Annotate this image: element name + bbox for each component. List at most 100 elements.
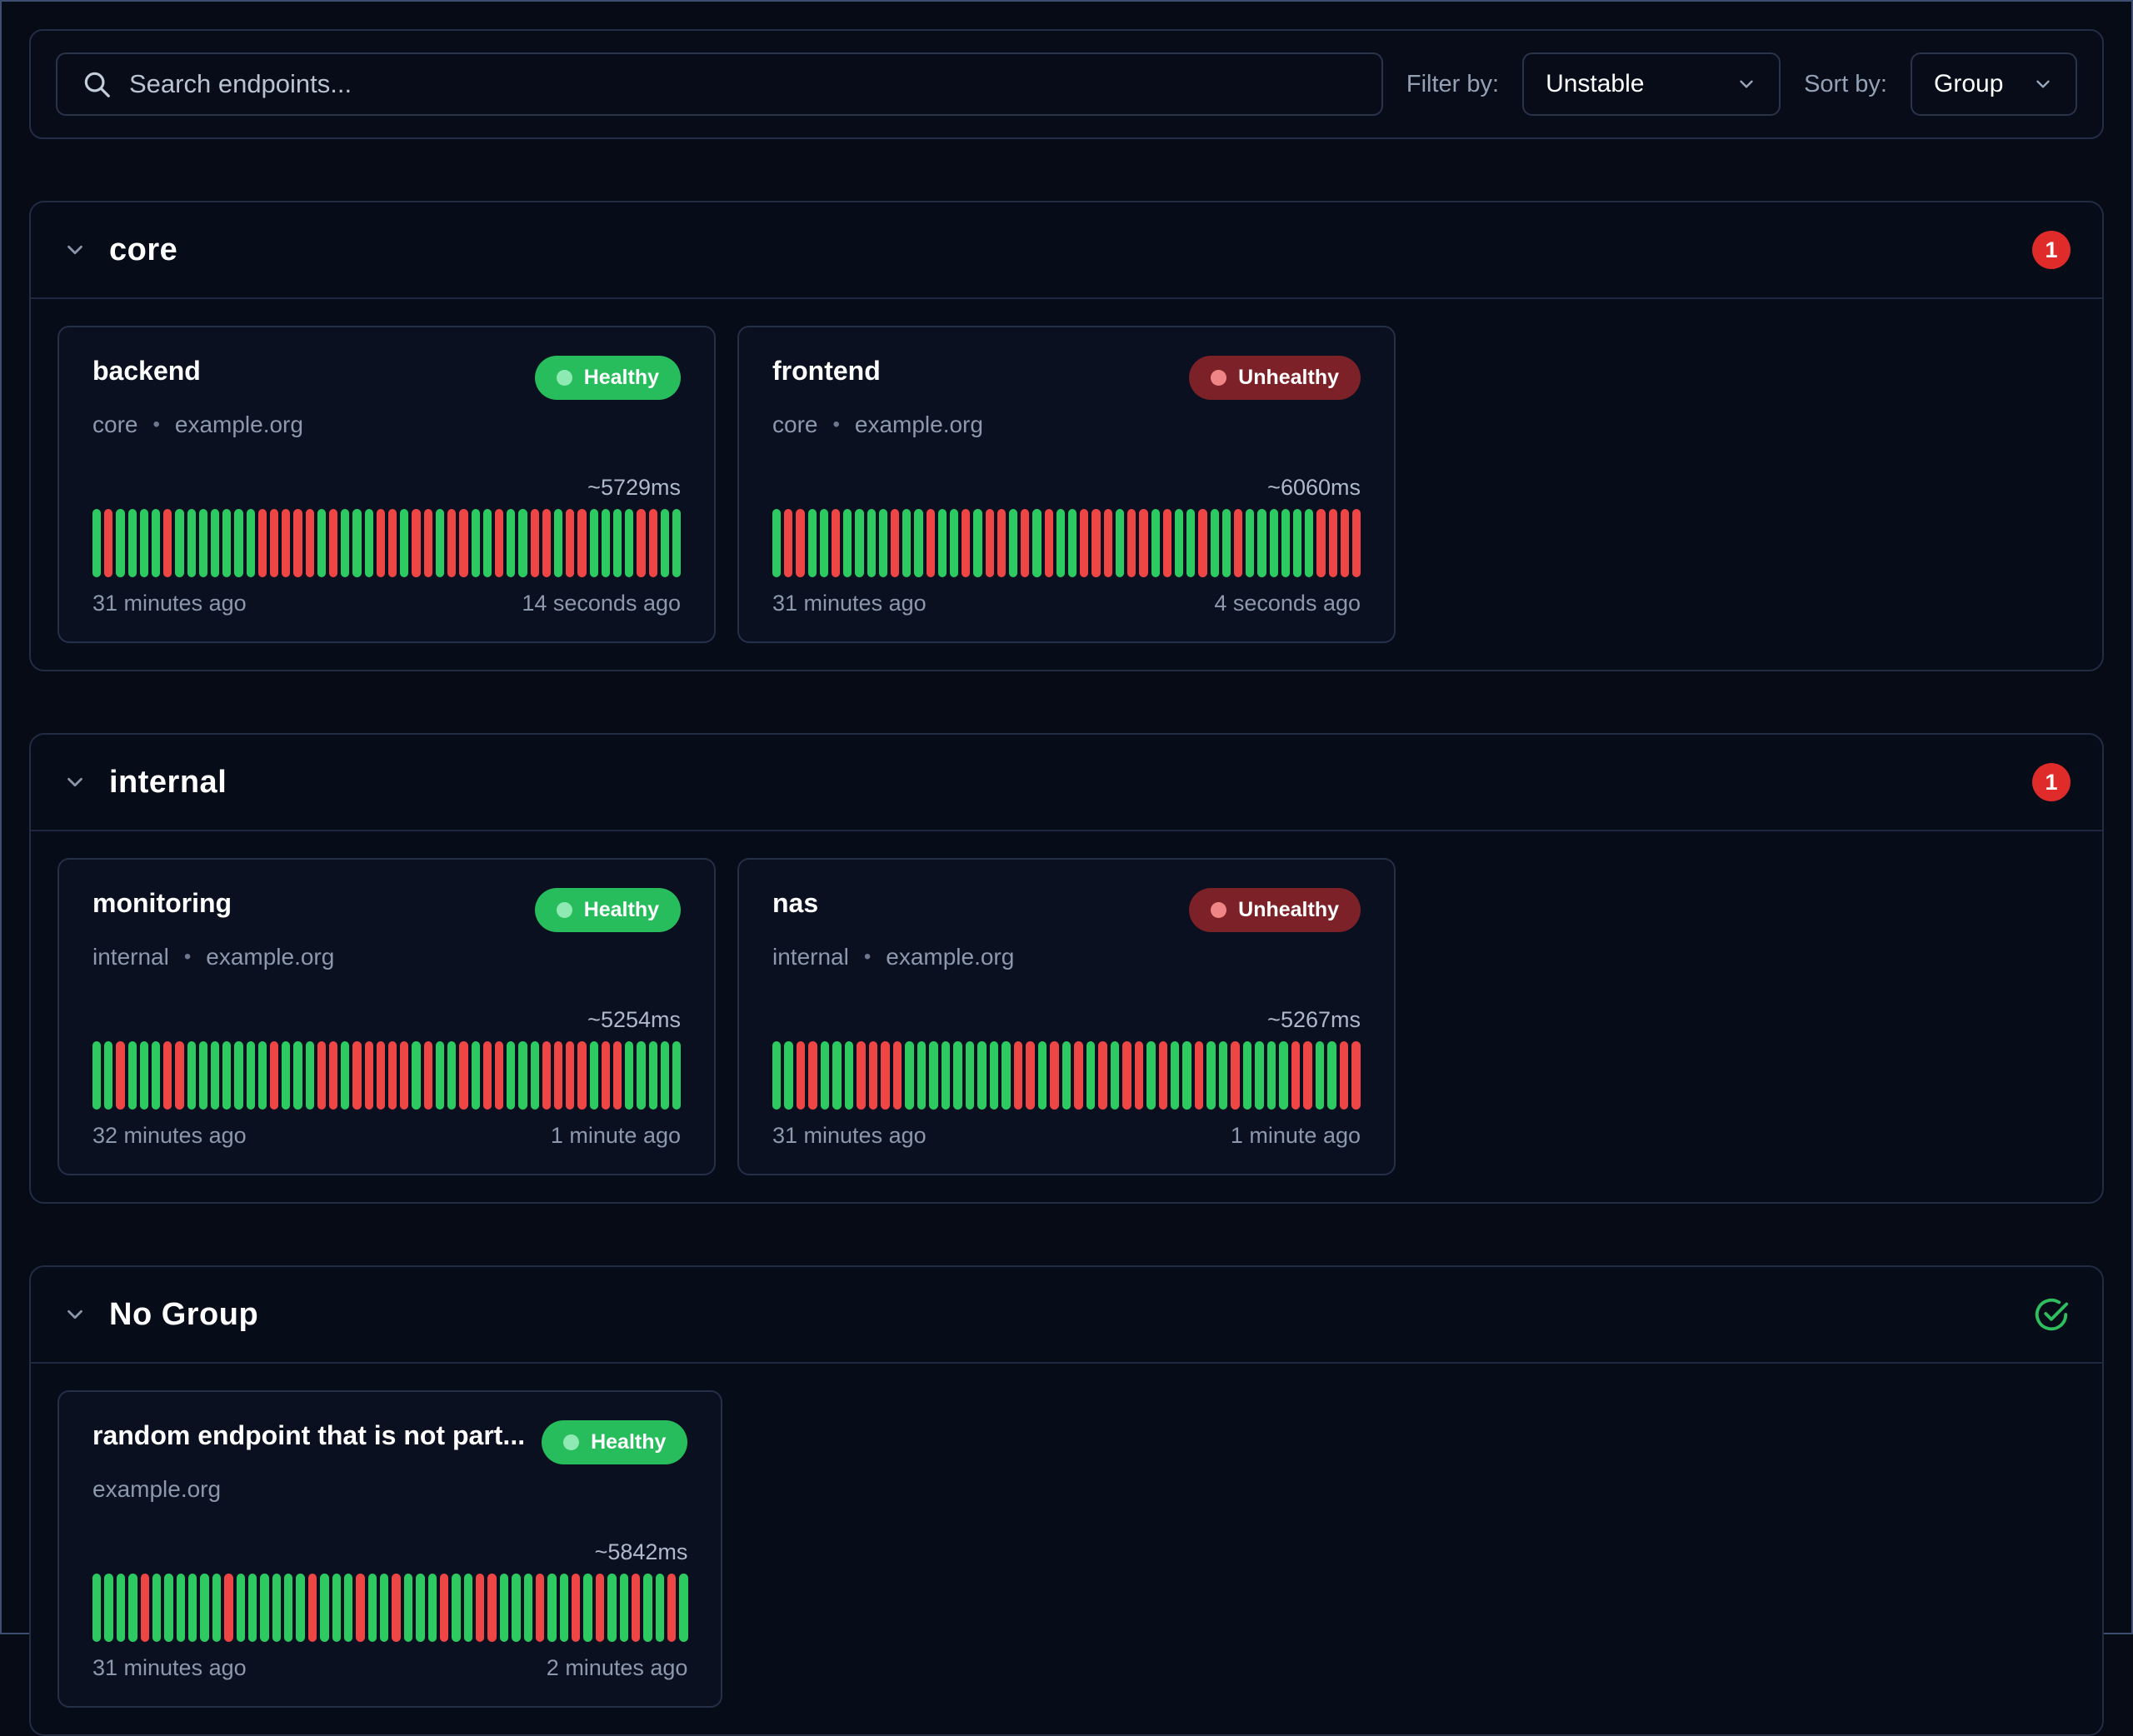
uptime-tick: [380, 1574, 389, 1642]
uptime-tick: [1170, 1041, 1180, 1110]
uptime-tick: [1062, 1041, 1071, 1110]
uptime-tick: [1026, 1041, 1035, 1110]
group-section: internal 1 monitoring Healthy internal • ex…: [29, 733, 2104, 1204]
uptime-tick: [104, 1041, 113, 1110]
uptime-tick: [891, 509, 900, 577]
uptime-tick: [807, 509, 817, 577]
uptime-tick: [595, 1574, 605, 1642]
uptime-tick: [1291, 1041, 1301, 1110]
group-unhealthy-count-badge: 1: [2032, 231, 2071, 269]
uptime-tick: [589, 509, 598, 577]
uptime-tick: [1044, 509, 1053, 577]
uptime-tick: [152, 1574, 162, 1642]
group-header[interactable]: internal 1: [31, 735, 2102, 830]
endpoint-card[interactable]: nas Unhealthy internal • example.org ~5267…: [737, 858, 1396, 1175]
uptime-tick: [566, 1041, 575, 1110]
uptime-tick: [305, 509, 314, 577]
endpoint-host: example.org: [854, 412, 983, 437]
uptime-tick: [260, 1574, 269, 1642]
uptime-tick: [926, 509, 935, 577]
uptime-tick: [1127, 509, 1136, 577]
uptime-tick: [1086, 1041, 1096, 1110]
uptime-tick: [152, 1041, 161, 1110]
uptime-tick: [1281, 509, 1290, 577]
uptime-tick: [832, 1041, 842, 1110]
uptime-tick: [364, 1041, 373, 1110]
uptime-tick: [320, 1574, 329, 1642]
uptime-tick: [471, 1041, 480, 1110]
uptime-tick: [637, 1041, 646, 1110]
uptime-tick: [482, 1041, 492, 1110]
group-all-healthy-icon: [2035, 1298, 2069, 1331]
oldest-check-time: 31 minutes ago: [772, 1123, 927, 1148]
sort-by-label: Sort by:: [1804, 70, 1887, 97]
oldest-check-time: 32 minutes ago: [92, 1123, 247, 1148]
uptime-tick: [482, 509, 492, 577]
search-box[interactable]: [56, 52, 1383, 116]
uptime-tick: [572, 1574, 581, 1642]
uptime-tick: [139, 509, 149, 577]
group-header[interactable]: No Group: [31, 1267, 2102, 1362]
filter-select[interactable]: Unstable: [1522, 52, 1781, 116]
uptime-tick: [1021, 509, 1030, 577]
uptime-tick: [655, 1574, 664, 1642]
sort-select[interactable]: Group: [1911, 52, 2077, 116]
uptime-tick: [660, 1041, 669, 1110]
status-label: Healthy: [583, 898, 659, 921]
search-input[interactable]: [129, 69, 1358, 99]
uptime-tick: [257, 1041, 267, 1110]
uptime-tick: [317, 509, 327, 577]
uptime-tick: [1269, 509, 1278, 577]
uptime-tick: [1080, 509, 1089, 577]
uptime-tick: [284, 1574, 293, 1642]
endpoint-card[interactable]: frontend Unhealthy core • example.org ~606…: [737, 326, 1396, 643]
uptime-tick: [494, 509, 504, 577]
endpoint-card[interactable]: backend Healthy core • example.org ~5729ms…: [57, 326, 716, 643]
status-dot-icon: [563, 1434, 580, 1450]
uptime-tick: [499, 1574, 509, 1642]
endpoint-subtitle: core • example.org: [92, 412, 681, 438]
uptime-tick: [211, 1041, 220, 1110]
uptime-tick: [1246, 509, 1255, 577]
uptime-tick: [1351, 1041, 1361, 1110]
uptime-tick: [625, 509, 634, 577]
uptime-tick: [589, 1041, 598, 1110]
newest-check-time: 1 minute ago: [1230, 1123, 1361, 1148]
uptime-tick: [471, 509, 480, 577]
uptime-tick: [222, 1041, 232, 1110]
endpoint-host: example.org: [886, 944, 1015, 970]
uptime-tick: [293, 1041, 302, 1110]
endpoint-name: random endpoint that is not part...: [92, 1420, 526, 1450]
uptime-tick: [1218, 1041, 1228, 1110]
uptime-tick: [247, 1574, 257, 1642]
uptime-tick: [844, 1041, 854, 1110]
uptime-tick: [1292, 509, 1302, 577]
uptime-tick: [403, 1574, 413, 1642]
uptime-tick: [412, 509, 421, 577]
endpoint-host: example.org: [206, 944, 335, 970]
uptime-tick: [612, 1041, 622, 1110]
uptime-tick: [965, 1041, 975, 1110]
status-label: Unhealthy: [1238, 898, 1339, 921]
bullet-separator: •: [183, 945, 192, 968]
uptime-tick: [577, 509, 587, 577]
uptime-tick: [1009, 509, 1018, 577]
uptime-tick: [1134, 1041, 1144, 1110]
uptime-history: [92, 1041, 682, 1110]
divider: [31, 297, 2102, 299]
filter-by-label: Filter by:: [1406, 70, 1500, 97]
uptime-tick: [518, 1041, 527, 1110]
endpoint-card[interactable]: monitoring Healthy internal • example.org …: [57, 858, 716, 1175]
uptime-tick: [376, 509, 386, 577]
bullet-separator: •: [832, 413, 840, 436]
group-header[interactable]: core 1: [31, 202, 2102, 297]
group-title: core: [109, 232, 178, 267]
uptime-tick: [518, 509, 527, 577]
uptime-tick: [152, 509, 161, 577]
uptime-tick: [832, 509, 841, 577]
uptime-tick: [187, 1041, 196, 1110]
endpoint-card[interactable]: random endpoint that is not part... Heal…: [57, 1390, 723, 1708]
uptime-tick: [1074, 1041, 1083, 1110]
uptime-tick: [1056, 509, 1066, 577]
uptime-tick: [211, 509, 220, 577]
